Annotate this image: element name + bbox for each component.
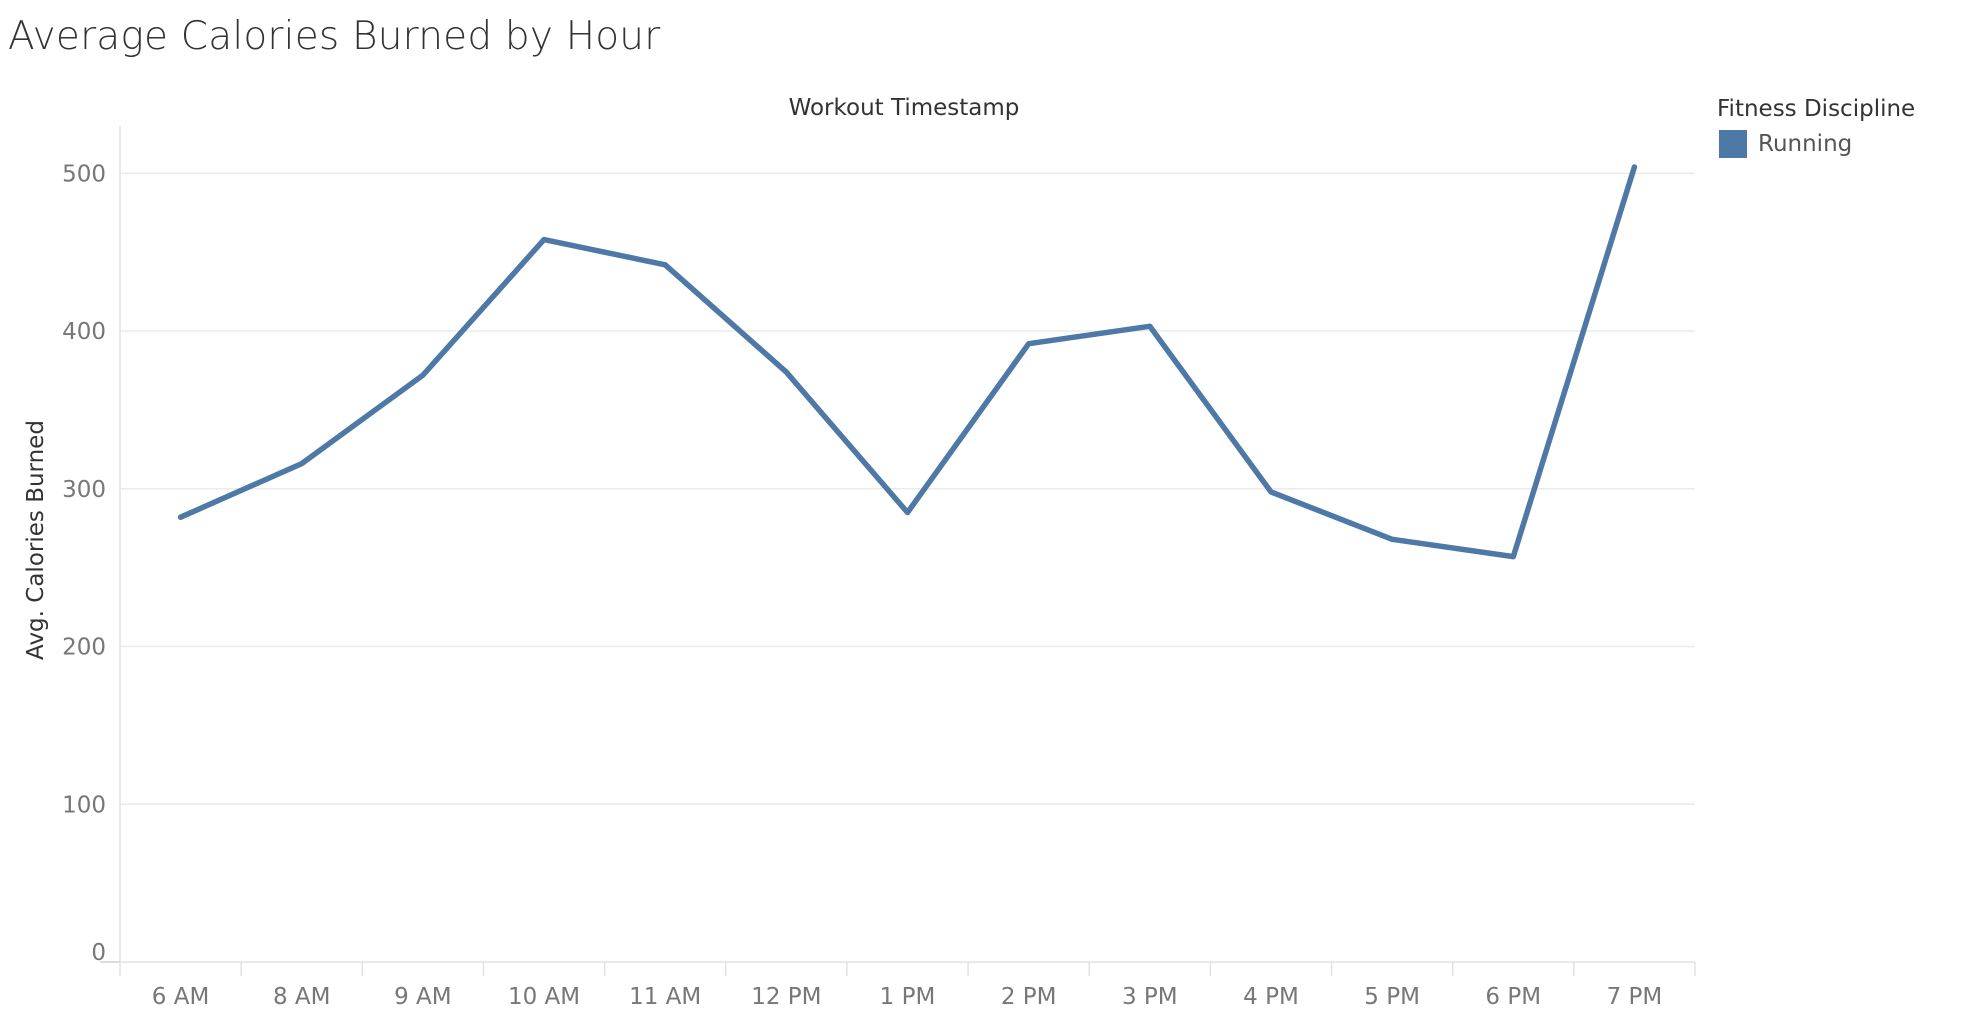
data-point[interactable] (1631, 164, 1637, 170)
data-point[interactable] (299, 461, 305, 467)
y-tick-label: 500 (62, 161, 106, 187)
x-tick-label: 2 PM (1001, 984, 1057, 1010)
chart-title: Average Calories Burned by Hour (8, 14, 661, 59)
x-tick-label: 4 PM (1243, 984, 1299, 1010)
y-axis-label: Avg. Calories Burned (23, 420, 49, 660)
x-tick-label: 9 AM (394, 984, 452, 1010)
legend: Fitness Discipline Running (1717, 96, 1915, 158)
x-axis-ticks: 6 AM 8 AM 9 AM 10 AM 11 AM 12 PM 1 PM 2 PM 3 PM 4… (152, 984, 1662, 1010)
y-tick-label: 0 (91, 940, 106, 966)
y-tick-label: 100 (62, 792, 106, 818)
y-axis-ticks: 0 100 200 300 400 500 (62, 161, 106, 966)
x-tick-label: 10 AM (508, 984, 580, 1010)
legend-item-running[interactable]: Running (1719, 130, 1915, 158)
x-tick-label: 7 PM (1607, 984, 1663, 1010)
data-point[interactable] (1147, 323, 1153, 329)
data-point[interactable] (178, 514, 184, 520)
x-tick-label: 6 PM (1485, 984, 1541, 1010)
series-layer (177, 164, 1638, 560)
data-point[interactable] (1268, 489, 1274, 495)
data-point[interactable] (783, 369, 789, 375)
legend-swatch (1719, 130, 1747, 158)
data-point[interactable] (541, 237, 547, 243)
x-tick-label: 1 PM (880, 984, 936, 1010)
x-tick-label: 8 AM (273, 984, 331, 1010)
axes (100, 126, 1696, 976)
x-tick-label: 3 PM (1122, 984, 1178, 1010)
data-point[interactable] (420, 372, 426, 378)
x-tick-label: 12 PM (751, 984, 821, 1010)
y-tick-label: 300 (62, 477, 106, 503)
y-tick-label: 400 (62, 319, 106, 345)
legend-label: Running (1758, 131, 1853, 157)
x-header-label: Workout Timestamp (789, 95, 1020, 121)
legend-title: Fitness Discipline (1717, 96, 1916, 122)
x-tick-label: 5 PM (1364, 984, 1420, 1010)
data-point[interactable] (1389, 536, 1395, 542)
series-line-running[interactable] (177, 164, 1638, 560)
data-point[interactable] (905, 509, 910, 515)
data-point[interactable] (1026, 341, 1032, 347)
gridlines (120, 172, 1695, 806)
y-tick-label: 200 (62, 635, 106, 661)
x-tick-label: 6 AM (152, 984, 210, 1010)
data-point[interactable] (1510, 554, 1516, 560)
data-point[interactable] (662, 262, 668, 268)
x-tick-label: 11 AM (629, 984, 701, 1010)
